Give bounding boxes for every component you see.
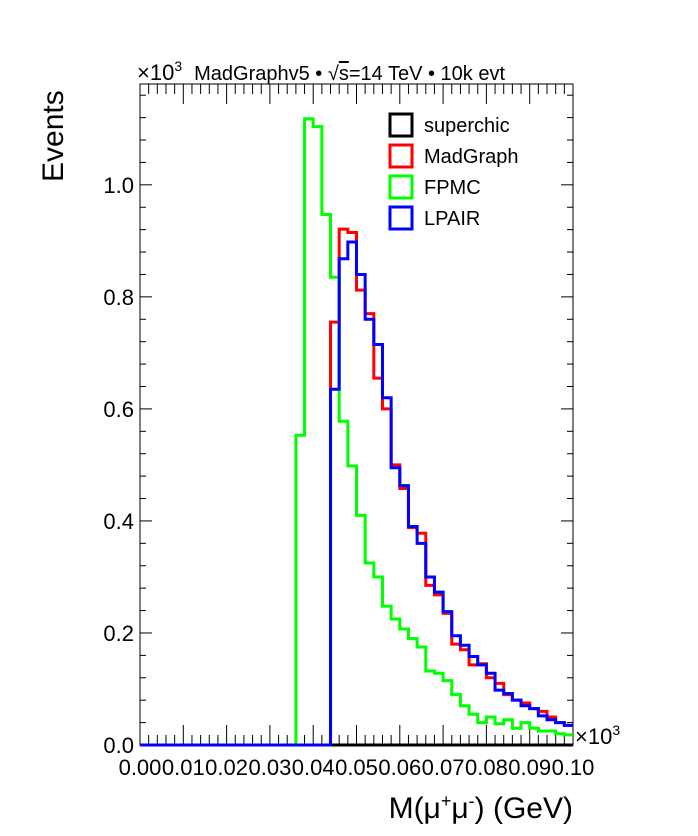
y-tick-label: 0.0 xyxy=(103,733,134,758)
y-axis-label: Events xyxy=(37,90,70,182)
header-text-post: =14 TeV • 10k evt xyxy=(349,63,506,85)
legend: superchic MadGraph FPMC LPAIR xyxy=(388,112,519,231)
x-tick-label: 0.05 xyxy=(335,755,378,780)
chart-header: ×103 MadGraphv5 • √s=14 TeV • 10k evt xyxy=(137,58,505,85)
header-sqrt-symbol: √ xyxy=(328,63,339,85)
x-tick-label: 0.08 xyxy=(465,755,508,780)
series-fpmc-line xyxy=(140,117,573,747)
series-lpair-line xyxy=(140,240,573,747)
x-axis-label: M(μ+μ-) (GeV) xyxy=(389,791,573,825)
legend-label-fpmc: FPMC xyxy=(424,177,481,199)
header-sqrt-arg: s xyxy=(339,63,349,85)
plot-frame xyxy=(139,83,574,746)
x-tick-label: 0.07 xyxy=(422,755,465,780)
x-label-mid: μ xyxy=(451,792,468,825)
x-label-post: ) (GeV) xyxy=(475,792,573,825)
y-tick-label: 0.4 xyxy=(103,509,134,534)
y-tick-label: 1.0 xyxy=(103,173,134,198)
x-tick-label: 0.00 xyxy=(119,755,162,780)
x-tick-label: 0.10 xyxy=(552,755,595,780)
x-axis-exponent: ×103 xyxy=(575,722,620,749)
y-tick-label: 0.6 xyxy=(103,397,134,422)
axis-ticks xyxy=(139,84,574,746)
histogram-series xyxy=(140,117,573,747)
x-label-sup1: + xyxy=(441,791,452,811)
x-tick-label: 0.09 xyxy=(508,755,551,780)
legend-swatch-fpmc xyxy=(388,174,414,200)
y-tick-label: 0.8 xyxy=(103,285,134,310)
x-exponent-value: 3 xyxy=(612,722,620,738)
legend-label-superchic: superchic xyxy=(424,115,510,137)
x-tick-label: 0.02 xyxy=(205,755,248,780)
x-label-pre: M(μ xyxy=(389,792,441,825)
x-tick-label: 0.01 xyxy=(162,755,205,780)
y-tick-label: 0.2 xyxy=(103,621,134,646)
legend-swatch-superchic xyxy=(388,112,414,138)
x-label-sup2: - xyxy=(469,791,475,811)
y-tick-labels: 0.0 0.2 0.4 0.6 0.8 1.0 xyxy=(103,173,134,758)
legend-label-madgraph: MadGraph xyxy=(424,146,519,168)
x-tick-label: 0.06 xyxy=(378,755,421,780)
legend-swatch-madgraph xyxy=(388,143,414,169)
x-tick-label: 0.04 xyxy=(292,755,335,780)
x-exponent-prefix: ×10 xyxy=(575,724,612,749)
legend-swatch-lpair xyxy=(388,205,414,231)
legend-label-lpair: LPAIR xyxy=(424,208,480,230)
x-tick-label: 0.03 xyxy=(248,755,291,780)
header-text-pre: MadGraphv5 • xyxy=(194,63,328,85)
header-exponent-prefix: ×10 xyxy=(137,60,174,85)
header-exponent: 3 xyxy=(174,58,182,74)
x-tick-labels: 0.00 0.01 0.02 0.03 0.04 0.05 0.06 0.07 0.08 0.09… xyxy=(119,755,595,780)
